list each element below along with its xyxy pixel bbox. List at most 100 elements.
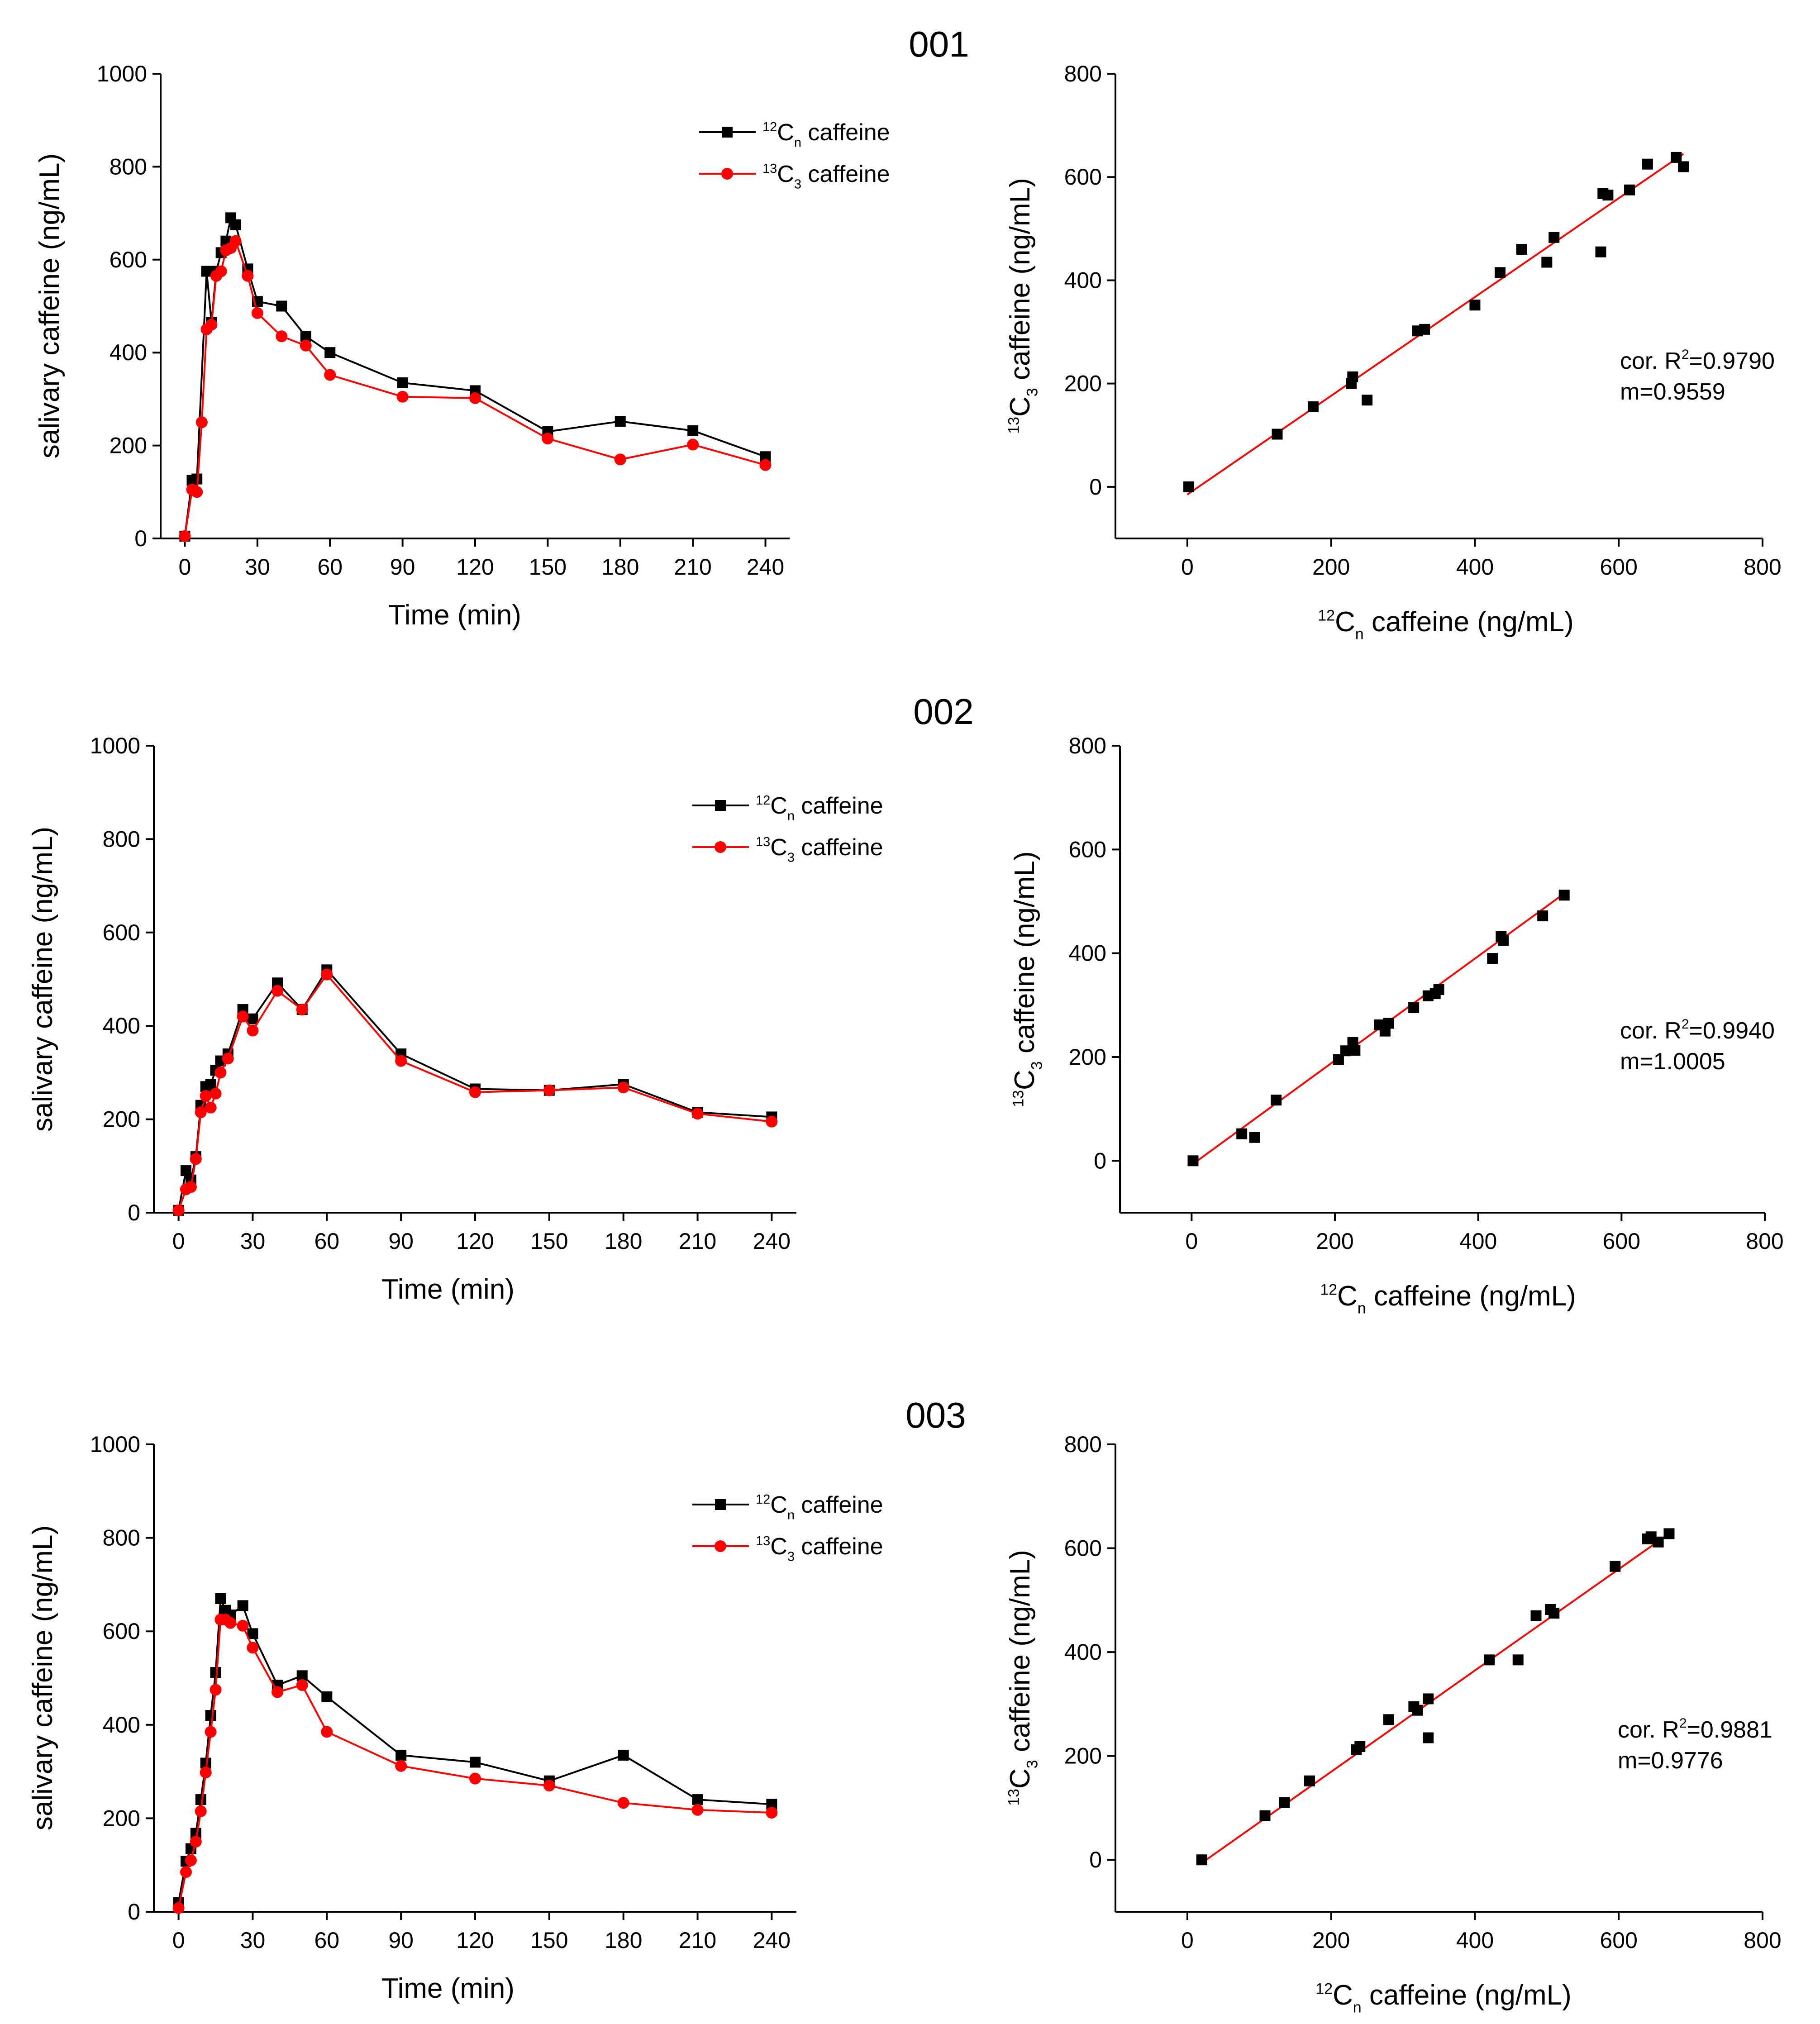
x-tick-label: 60 — [314, 1229, 339, 1254]
legend-12c-marker — [715, 1499, 726, 1510]
y-tick-label: 0 — [1089, 1847, 1102, 1872]
scatter-point — [1423, 1732, 1434, 1743]
data-point-13c — [200, 1090, 212, 1102]
data-point-13c — [200, 1767, 212, 1779]
x-tick-label: 120 — [456, 554, 494, 580]
data-point-12c — [237, 1600, 248, 1611]
legend-12c-label: 12Cn caffeine — [762, 119, 890, 150]
y-tick-label: 1000 — [97, 61, 147, 86]
data-point-12c — [205, 1710, 216, 1721]
series-13c-line — [177, 1619, 772, 1909]
y-tick-label: 0 — [1089, 474, 1102, 500]
data-point-13c — [272, 985, 284, 997]
series-12c-line — [184, 215, 766, 537]
y-tick-label: 600 — [110, 247, 147, 272]
chart-001-time: 0 200 400 600 800 1000 0 30 60 90 120 150 180 210 240 T… — [34, 61, 890, 631]
x-axis-label: Time (min) — [381, 1973, 515, 2004]
stat-r2: cor. R2=0.9881 — [1618, 1716, 1772, 1743]
data-point-12c — [395, 1749, 407, 1761]
scatter-point — [1671, 152, 1682, 163]
x-tick-label: 90 — [388, 1928, 414, 1953]
data-point-13c — [195, 416, 208, 429]
scatter-point — [1187, 1155, 1199, 1167]
data-point-13c — [396, 391, 409, 403]
x-tick-label: 240 — [753, 1229, 791, 1254]
x-tick-label: 0 — [179, 554, 191, 580]
x-tick-label: 0 — [172, 1928, 185, 1953]
x-tick-label: 210 — [679, 1928, 716, 1953]
y-axis-label: salivary caffeine (ng/mL) — [34, 153, 65, 458]
x-tick-label: 800 — [1744, 554, 1781, 580]
data-point-13c — [242, 270, 254, 282]
scatter-point — [1279, 1797, 1290, 1808]
data-point-12c — [215, 1593, 226, 1604]
data-point-13c — [229, 235, 242, 247]
y-tick-label: 400 — [1064, 1639, 1102, 1665]
fit-line — [1186, 153, 1684, 495]
fit-line — [1200, 1533, 1670, 1865]
data-point-12c — [324, 347, 336, 358]
x-tick-label: 90 — [390, 554, 415, 580]
x-tick-label: 30 — [240, 1928, 266, 1953]
y-tick-label: 600 — [1064, 164, 1102, 190]
panel-title-002: 002 — [913, 691, 973, 732]
x-tick-label: 120 — [456, 1928, 494, 1953]
x-tick-label: 400 — [1456, 1928, 1494, 1953]
data-point-13c — [617, 1081, 629, 1094]
data-point-13c — [237, 1010, 249, 1023]
legend-13c-label: 13C3 caffeine — [756, 834, 883, 865]
y-tick-label: 0 — [128, 1200, 140, 1225]
scatter-point — [1595, 246, 1606, 257]
scatter-point — [1347, 371, 1358, 382]
data-point-12c — [615, 416, 626, 427]
scatter-point — [1196, 1854, 1207, 1866]
data-point-13c — [180, 1866, 192, 1878]
chart-002-time: 0 200 400 600 800 1000 0 30 60 90 120 150 180 210 240 T… — [27, 733, 883, 1305]
y-tick-label: 200 — [110, 433, 147, 458]
legend-12c-label: 12Cn caffeine — [756, 1492, 883, 1523]
data-point-13c — [251, 307, 263, 319]
y-tick-label: 800 — [1069, 733, 1106, 758]
scatter-point — [1259, 1810, 1271, 1821]
scatter-point — [1236, 1128, 1248, 1139]
data-point-13c — [614, 453, 626, 466]
data-point-13c — [543, 1780, 555, 1792]
data-point-12c — [618, 1749, 629, 1761]
x-tick-label: 180 — [601, 554, 639, 580]
panel-title-003: 003 — [905, 1395, 966, 1435]
data-point-13c — [469, 1086, 481, 1098]
legend-12c-label: 12Cn caffeine — [756, 793, 883, 824]
y-tick-label: 400 — [110, 340, 147, 365]
legend-13c-marker — [721, 168, 733, 180]
scatter-point — [1530, 1610, 1542, 1621]
y-tick-label: 600 — [1064, 1536, 1102, 1561]
chart-003-time: 0 200 400 600 800 1000 0 30 60 90 120 150 180 210 240 T… — [27, 1432, 883, 2004]
series-12c-line — [177, 1598, 772, 1903]
y-tick-label: 600 — [103, 1619, 140, 1644]
data-point-13c — [172, 1902, 185, 1914]
x-tick-label: 800 — [1744, 1928, 1781, 1953]
x-axis-label: 12Cn caffeine (ng/mL) — [1315, 1980, 1572, 2016]
data-point-13c — [247, 1642, 259, 1654]
data-point-13c — [321, 968, 333, 981]
scatter-point — [1272, 429, 1283, 440]
y-tick-label: 0 — [1094, 1148, 1106, 1173]
data-point-13c — [210, 1087, 222, 1100]
data-point-13c — [469, 1772, 481, 1785]
data-point-13c — [185, 1181, 197, 1193]
y-tick-label: 1000 — [90, 733, 140, 758]
scatter-point — [1624, 184, 1635, 195]
y-tick-label: 200 — [1064, 1743, 1102, 1769]
data-point-13c — [687, 438, 699, 451]
chart-002-correlation: 0 200 400 600 800 0 200 400 600 800 12Cn caffeine … — [1009, 733, 1784, 1317]
data-point-12c — [210, 1667, 221, 1678]
scatter-point — [1271, 1095, 1282, 1106]
x-axis-label: Time (min) — [381, 1274, 515, 1305]
y-tick-label: 400 — [103, 1013, 140, 1038]
x-tick-label: 30 — [240, 1229, 266, 1254]
scatter-point — [1558, 890, 1570, 901]
stat-r2: cor. R2=0.9790 — [1620, 347, 1775, 374]
panel-title-001: 001 — [909, 24, 969, 64]
data-point-13c — [296, 1004, 308, 1016]
